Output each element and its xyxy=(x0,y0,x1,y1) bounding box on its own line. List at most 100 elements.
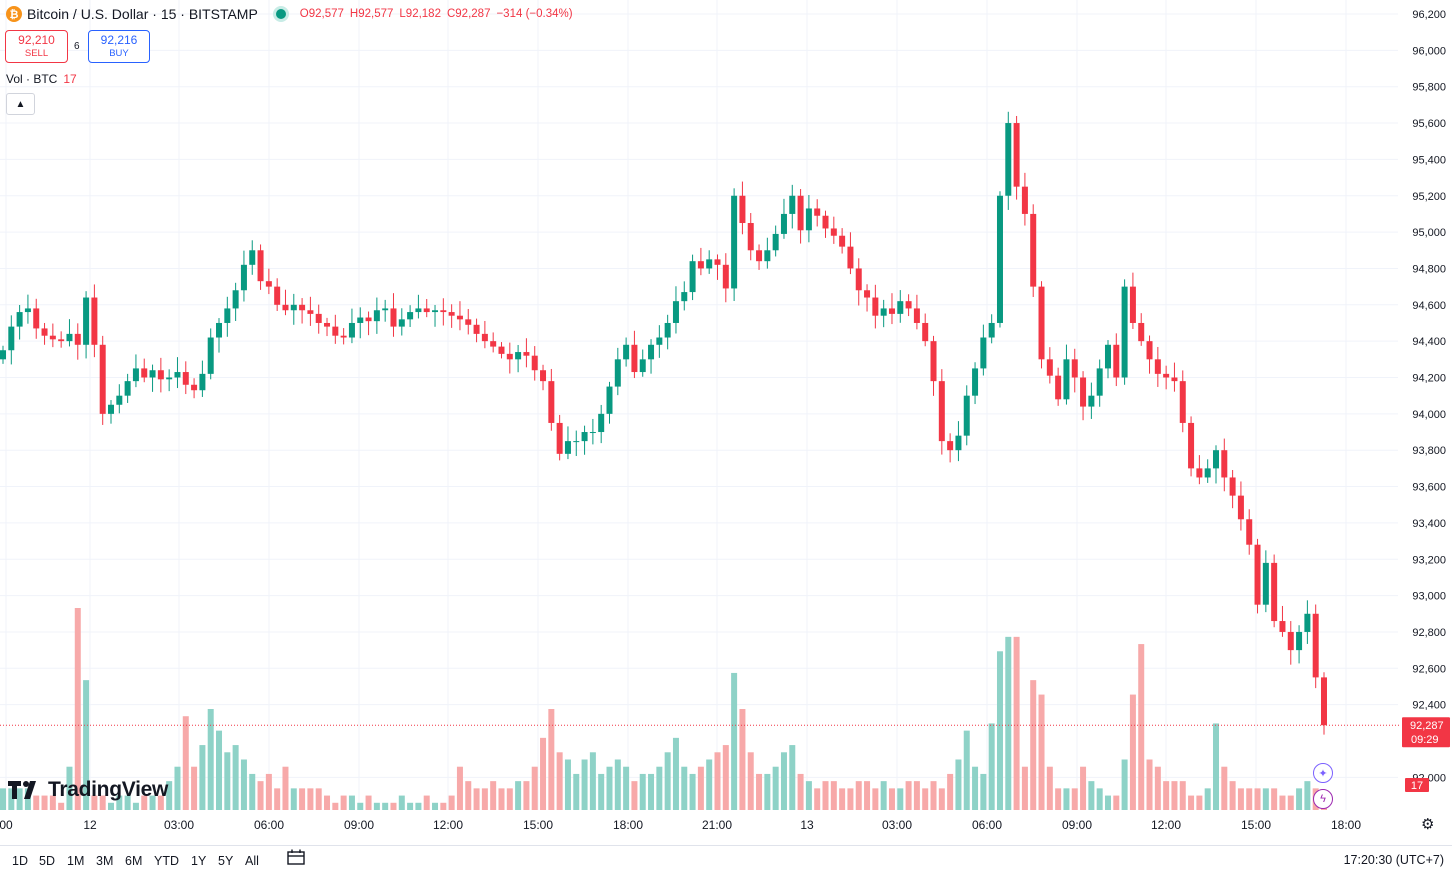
volume-bar xyxy=(780,752,787,810)
price-axis-label: 96,200 xyxy=(1412,9,1446,21)
candle-body xyxy=(16,312,23,327)
timeframe-ytd[interactable]: YTD xyxy=(154,854,179,868)
spread-value: 6 xyxy=(74,41,80,52)
volume-bar xyxy=(648,773,655,810)
volume-bar xyxy=(1196,795,1203,810)
candle-body xyxy=(805,208,812,231)
volume-bar xyxy=(315,788,322,810)
sparkle-icon[interactable]: ✦ xyxy=(1313,763,1333,783)
price-axis-label: 94,600 xyxy=(1412,300,1446,312)
volume-bar xyxy=(257,781,264,810)
volume-bar xyxy=(456,766,463,810)
candle-body xyxy=(606,386,613,414)
timeframe-1d[interactable]: 1D xyxy=(12,854,28,868)
candle-body xyxy=(814,208,821,216)
volume-bar xyxy=(58,802,65,810)
timeframe-3m[interactable]: 3M xyxy=(96,854,114,868)
price-axis-label: 94,800 xyxy=(1412,263,1446,275)
candle-body xyxy=(157,370,164,380)
volume-badge-label: 17 xyxy=(1411,780,1423,792)
volume-bar xyxy=(1287,795,1294,810)
timeframe-6m[interactable]: 6M xyxy=(125,854,143,868)
candle-body xyxy=(365,317,372,322)
volume-bar xyxy=(930,781,937,810)
candle-body xyxy=(1146,341,1153,360)
volume-bar xyxy=(0,788,6,810)
volume-bar xyxy=(91,795,98,810)
timeframe-all[interactable]: All xyxy=(245,854,259,868)
volume-bar xyxy=(731,672,738,810)
volume-bar xyxy=(598,773,605,810)
timeframe-5d[interactable]: 5D xyxy=(39,854,55,868)
volume-bar xyxy=(764,773,771,810)
volume-bar xyxy=(1204,788,1211,810)
timeframe-5y[interactable]: 5Y xyxy=(218,854,234,868)
volume-bar xyxy=(581,759,588,810)
volume-bar xyxy=(357,802,364,810)
volume-label: Vol · BTC xyxy=(6,72,58,86)
candle-body xyxy=(980,337,987,369)
candle-body xyxy=(1096,368,1103,396)
timeframe-1m[interactable]: 1M xyxy=(67,854,85,868)
candle-body xyxy=(290,304,297,311)
volume-bar xyxy=(1080,766,1087,810)
candle-body xyxy=(1204,468,1211,478)
volume-bar xyxy=(905,781,912,810)
candle-body xyxy=(797,195,804,231)
volume-bar xyxy=(847,788,854,810)
volume-bar xyxy=(772,766,779,810)
calendar-icon[interactable] xyxy=(287,849,305,865)
candle-body xyxy=(91,297,98,345)
last-price-label: 92,287 xyxy=(1410,720,1444,732)
candle-body xyxy=(432,310,439,313)
candle-body xyxy=(822,215,829,229)
buy-button[interactable]: 92,216 BUY xyxy=(88,30,150,63)
candle-body xyxy=(340,335,347,338)
candle-body xyxy=(1287,631,1294,651)
chevron-up-icon: ▲ xyxy=(15,98,26,110)
volume-bar xyxy=(1071,788,1078,810)
volume-bar xyxy=(556,752,563,810)
candle-body xyxy=(257,250,264,282)
volume-bar xyxy=(589,752,596,810)
volume-bar xyxy=(481,788,488,810)
collapse-legend-button[interactable]: ▲ xyxy=(6,93,35,115)
candle-body xyxy=(639,359,646,373)
sell-button[interactable]: 92,210 SELL xyxy=(5,30,68,63)
symbol-header: ₿ Bitcoin / U.S. Dollar · 15 · BITSTAMP … xyxy=(6,4,573,24)
lightning-icon[interactable]: ϟ xyxy=(1313,789,1333,809)
gear-icon[interactable]: ⚙ xyxy=(1421,816,1435,833)
volume-bar xyxy=(423,795,430,810)
volume-bar xyxy=(1038,694,1045,810)
volume-bar xyxy=(564,759,571,810)
tradingview-logo[interactable]: TradingView xyxy=(8,778,168,802)
volume-bar xyxy=(1030,680,1037,810)
candle-body xyxy=(1221,450,1228,478)
candle-body xyxy=(656,337,663,345)
candle-body xyxy=(1304,613,1311,632)
candle-body xyxy=(515,352,522,360)
timeframe-1y[interactable]: 1Y xyxy=(191,854,207,868)
candle-body xyxy=(598,413,605,433)
candle-body xyxy=(1171,377,1178,382)
volume-bar xyxy=(191,766,198,810)
candle-body xyxy=(1279,621,1286,632)
candle-body xyxy=(456,315,463,320)
volume-bar xyxy=(888,788,895,810)
price-chart[interactable]: 96,200 96,000 95,800 95,600 95,400 95,200 95,0… xyxy=(0,0,1452,840)
symbol-title[interactable]: Bitcoin / U.S. Dollar · 15 · BITSTAMP xyxy=(27,6,258,22)
price-axis-label: 93,400 xyxy=(1412,518,1446,530)
volume-bar xyxy=(996,651,1003,810)
volume-legend[interactable]: Vol · BTC 17 xyxy=(6,72,77,86)
timezone-clock[interactable]: 17:20:30 (UTC+7) xyxy=(1343,853,1444,867)
candle-body xyxy=(1246,519,1253,545)
volume-bar xyxy=(265,773,272,810)
volume-bar xyxy=(24,788,31,810)
candle-body xyxy=(706,259,713,269)
volume-bar xyxy=(1138,644,1145,810)
volume-bar xyxy=(1154,766,1161,810)
last-price-badge: 92,287 09:29 xyxy=(1402,717,1450,748)
candle-body xyxy=(490,341,497,347)
candle-body xyxy=(672,301,679,323)
volume-bar xyxy=(797,773,804,810)
